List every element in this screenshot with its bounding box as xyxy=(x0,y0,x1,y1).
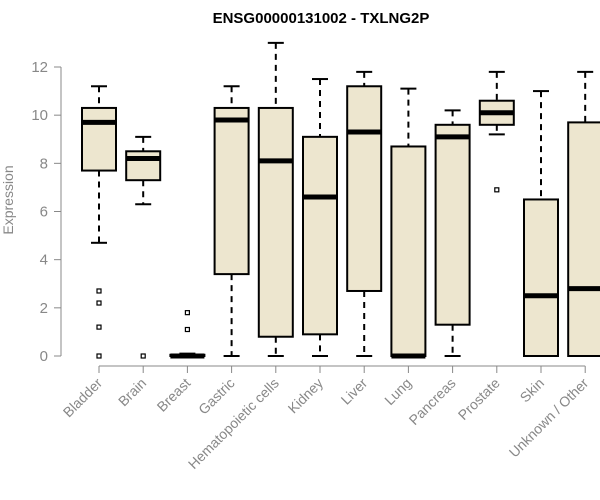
box-group xyxy=(125,135,162,359)
box-group xyxy=(257,41,294,357)
y-tick-label: 2 xyxy=(40,300,48,317)
y-tick-label: 4 xyxy=(40,252,48,269)
box-group xyxy=(346,70,383,357)
box-iqr xyxy=(346,85,383,292)
box-iqr xyxy=(213,106,250,276)
box-iqr xyxy=(81,106,117,172)
x-tick-label: Skin xyxy=(517,375,548,406)
box-iqr xyxy=(302,135,338,336)
box-group xyxy=(302,78,338,357)
box-group xyxy=(81,85,117,359)
y-tick-label: 10 xyxy=(31,107,48,124)
y-tick-label: 12 xyxy=(31,59,48,76)
box-group xyxy=(169,310,206,359)
box-group xyxy=(523,90,559,357)
box-iqr xyxy=(125,150,162,182)
x-tick-label: Brain xyxy=(115,375,149,409)
box-group xyxy=(213,85,250,357)
box-iqr xyxy=(523,198,559,357)
y-axis: 0 2 4 6 8 10 12 xyxy=(31,59,62,365)
outlier-point xyxy=(96,353,102,359)
x-tick-label: Breast xyxy=(154,375,194,415)
y-tick-label: 8 xyxy=(40,155,48,172)
box-iqr xyxy=(567,121,600,358)
x-tick-label: Pancreas xyxy=(406,375,459,428)
box-group xyxy=(567,70,600,358)
box-iqr xyxy=(390,145,427,357)
x-tick-label: Unknown / Other xyxy=(506,375,592,461)
box-group xyxy=(434,109,471,357)
x-tick-label: Kidney xyxy=(285,375,327,417)
x-tick-label: Prostate xyxy=(455,375,503,423)
box-iqr xyxy=(434,123,471,326)
x-tick-label: Liver xyxy=(338,375,371,408)
y-tick-label: 0 xyxy=(40,348,48,365)
outlier-point xyxy=(96,288,102,294)
chart-title: ENSG00000131002 - TXLNG2P xyxy=(213,10,430,27)
outlier-point xyxy=(494,187,500,193)
outlier-point xyxy=(96,300,102,306)
boxes-group xyxy=(81,41,600,359)
outlier-point xyxy=(96,324,102,330)
outlier-point xyxy=(184,326,190,333)
outlier-point xyxy=(184,310,190,316)
y-axis-label: Expression xyxy=(0,165,16,234)
y-tick-label: 6 xyxy=(40,204,48,221)
box-group xyxy=(390,87,427,359)
x-tick-label: Gastric xyxy=(195,375,238,418)
box-iqr xyxy=(257,106,294,338)
outlier-point xyxy=(140,353,146,359)
box-group xyxy=(478,70,515,193)
x-tick-label: Bladder xyxy=(60,375,106,421)
x-tick-label: Lung xyxy=(381,375,414,408)
